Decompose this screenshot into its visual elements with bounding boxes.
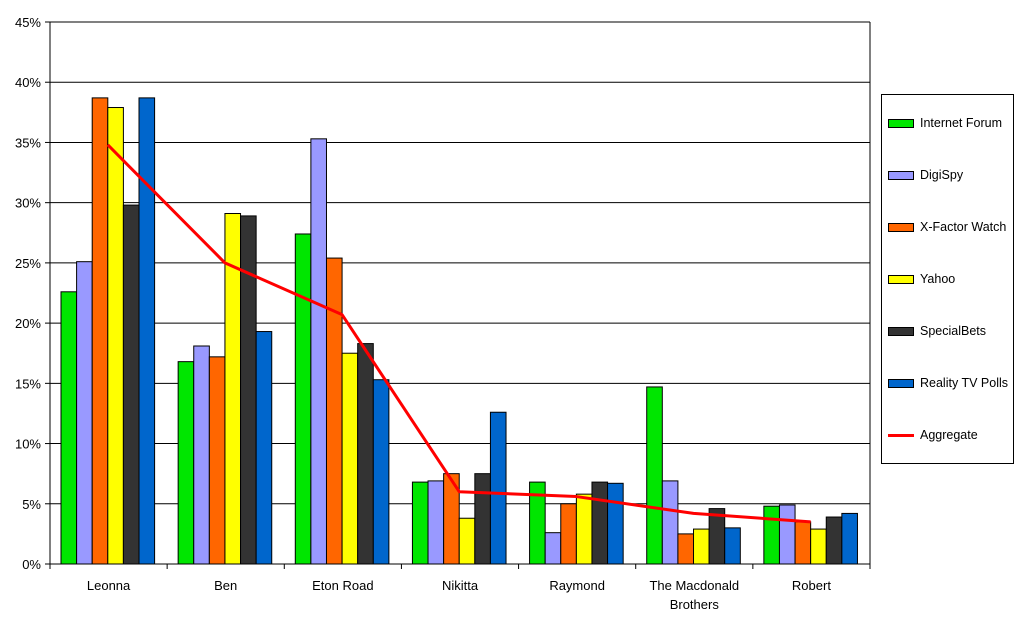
bar-internet-forum (411, 481, 429, 565)
bar-internet-forum (646, 386, 663, 565)
bar-reality-tv-polls (138, 97, 156, 565)
legend-label: DigiSpy (920, 168, 964, 182)
legend-item: Reality TV Polls (888, 375, 1008, 391)
bar-specialbets (122, 204, 140, 565)
legend-label: Reality TV Polls (920, 376, 1008, 390)
bar-internet-forum (763, 505, 780, 565)
bar-reality-tv-polls (841, 512, 858, 565)
bar-specialbets (474, 473, 491, 565)
legend-line-swatch (888, 433, 914, 437)
bar-digispy (193, 345, 210, 565)
x-tick-label: Ben (214, 578, 237, 593)
legend-swatch (888, 326, 914, 336)
y-tick-label: 40% (15, 75, 41, 90)
bar-digispy (544, 532, 562, 565)
y-tick-label: 5% (22, 497, 41, 512)
y-tick-label: 0% (22, 557, 41, 572)
bar-digispy (76, 261, 93, 565)
legend-label: Internet Forum (920, 116, 1002, 130)
x-tick-label: Nikitta (442, 578, 479, 593)
bar-specialbets (357, 343, 374, 565)
y-tick-label: 25% (15, 256, 41, 271)
bar-reality-tv-polls (255, 331, 273, 565)
bar-reality-tv-polls (372, 379, 390, 565)
bar-x-factor-watch (794, 521, 812, 565)
bar-yahoo (575, 493, 593, 565)
y-tick-label: 20% (15, 316, 41, 331)
x-tick-label: The Macdonald Brothers (649, 578, 739, 612)
axes (49, 21, 871, 569)
x-tick-labels: Leonna Ben Eton Road Nikitta Raymond The Macd… (87, 578, 831, 612)
bar-x-factor-watch (91, 97, 109, 565)
legend-label: X-Factor Watch (920, 220, 1007, 234)
bar-x-factor-watch (560, 503, 577, 565)
legend-swatch (888, 118, 914, 128)
aggregate-line (106, 143, 811, 524)
y-tick-label: 35% (15, 135, 41, 150)
bar-x-factor-watch (677, 533, 695, 565)
bar-specialbets (591, 481, 609, 565)
legend-item: Aggregate (888, 427, 978, 443)
bar-yahoo (693, 528, 710, 565)
bar-specialbets (825, 516, 843, 565)
bar-internet-forum (294, 233, 312, 565)
y-tick-label: 15% (15, 376, 41, 391)
legend-label: Aggregate (920, 428, 978, 442)
bar-digispy (778, 504, 796, 565)
legend: Internet Forum DigiSpy X-Factor Watch Yahoo… (881, 94, 1014, 464)
x-tick-label: Eton Road (312, 578, 373, 593)
bar-digispy (427, 480, 445, 565)
bar-yahoo (341, 352, 359, 565)
bar-yahoo (107, 107, 124, 565)
legend-item: Internet Forum (888, 115, 1002, 131)
legend-swatch (888, 378, 914, 388)
legend-item: X-Factor Watch (888, 219, 1006, 235)
legend-swatch (888, 170, 914, 180)
x-tick-label: Raymond (549, 578, 605, 593)
bar-x-factor-watch (325, 257, 343, 565)
bar-yahoo (458, 517, 476, 565)
bar-reality-tv-polls (724, 527, 741, 565)
y-tick-label: 10% (15, 437, 41, 452)
bar-x-factor-watch (208, 356, 226, 565)
bar-digispy (661, 480, 679, 565)
x-tick-label: Leonna (87, 578, 131, 593)
legend-item: Yahoo (888, 271, 955, 287)
bar-internet-forum (177, 361, 195, 565)
bar-reality-tv-polls (489, 411, 507, 565)
legend-label: Yahoo (920, 272, 956, 286)
aggregate-line-group (106, 143, 811, 524)
legend-item: DigiSpy (888, 167, 963, 183)
legend-label: SpecialBets (920, 324, 987, 338)
y-tick-labels: 0% 5% 10% 15% 20% 25% 30% 35% 40% 45% (15, 15, 41, 572)
y-tick-label: 30% (15, 196, 41, 211)
bar-digispy (310, 138, 327, 565)
bar-reality-tv-polls (607, 482, 624, 565)
bar-yahoo (810, 528, 827, 565)
bars (60, 97, 858, 565)
bar-internet-forum (60, 291, 78, 565)
legend-item: SpecialBets (888, 323, 986, 339)
x-tick-label: Robert (792, 578, 831, 593)
legend-swatch (888, 222, 914, 232)
legend-swatch (888, 274, 914, 284)
y-tick-label: 45% (15, 15, 41, 30)
bar-specialbets (240, 215, 257, 565)
